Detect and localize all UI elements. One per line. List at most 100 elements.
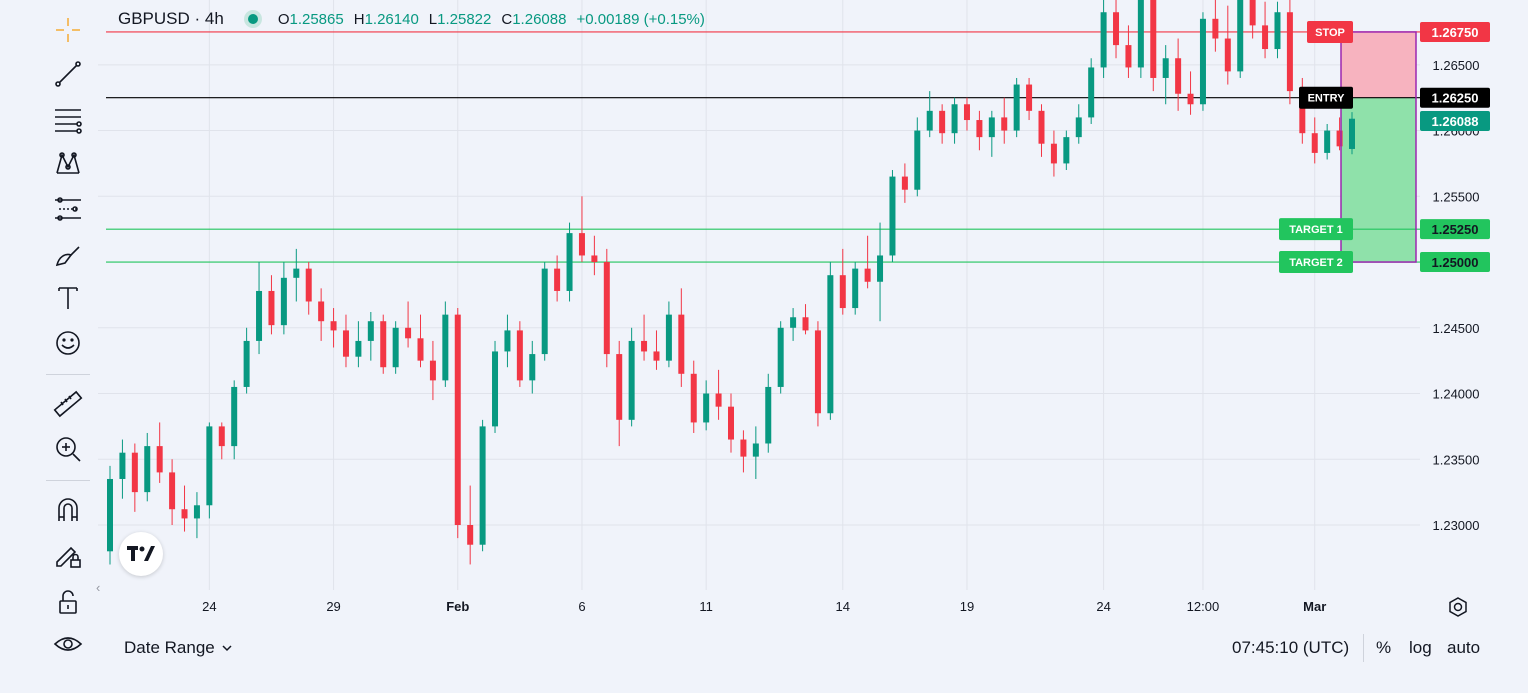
candle-body [429,360,436,381]
target-price-tag-bg [1420,219,1490,240]
price-tick-label: 1.24000 [1433,387,1480,402]
candle-body [492,351,499,427]
candle-body [703,393,710,423]
entry-price-tag-bg [1420,87,1490,108]
candle-body [665,314,672,361]
log-scale-toggle[interactable]: log [1409,638,1432,657]
toolbar-divider [46,480,90,481]
candle-body [380,321,387,368]
candle-body [1100,12,1107,68]
candle-body [243,340,250,387]
candle-body [628,340,635,420]
candle-body [516,330,523,381]
trend-line-icon[interactable] [46,54,90,94]
candle-body [641,340,648,352]
magnet-icon[interactable] [46,490,90,530]
date-range-button[interactable]: Date Range [124,638,233,658]
candle-body [566,233,573,291]
candle-body [901,176,908,190]
price-tick-label: 1.25500 [1433,189,1480,204]
clock-display[interactable]: 07:45:10 (UTC) [1232,638,1350,657]
candle-body [107,478,113,552]
candle-body [939,110,946,134]
emoji-icon[interactable] [46,323,90,363]
price-tick-label: 1.23500 [1433,452,1480,467]
unlock-icon[interactable] [46,582,90,622]
target-label: TARGET 2 [1289,257,1343,269]
crosshair-icon[interactable] [46,10,90,50]
candle-body [1212,18,1219,39]
candle-body [591,255,598,263]
high-label: H [353,10,365,28]
lock-drawing-icon[interactable] [46,535,90,575]
high-value: 1.26140 [364,10,419,28]
candle-body [1175,58,1182,94]
price-tick-label: 1.24500 [1433,321,1480,336]
candle-body [1063,137,1070,164]
time-axis[interactable]: 24 29 Feb 6 11 14 19 24 12:00 Mar [202,599,1326,614]
candle-body [1299,91,1306,134]
open-value: 1.25865 [289,10,344,28]
candle-body [728,406,734,440]
candle-body [790,317,797,328]
entry-label-bg [1299,86,1353,109]
time-tick-label: 11 [699,599,713,614]
ruler-icon[interactable] [46,384,90,424]
percent-scale-toggle[interactable]: % [1376,638,1392,657]
candle-body [330,321,337,331]
candle-body [578,233,585,256]
low-label: L [428,10,438,28]
candle-body [1199,18,1206,105]
candle-body [293,268,300,278]
forecast-icon[interactable] [46,188,90,228]
candle-body [1349,118,1355,149]
candle-body [529,354,536,381]
time-tick-label: Mar [1303,599,1326,614]
time-tick-label: 29 [326,599,340,614]
candle-body [690,373,697,423]
symbol-title[interactable]: GBPUSD · 4h [118,9,224,28]
candle-body [504,330,511,352]
divider [1363,634,1364,662]
close-label: C [501,10,513,28]
text-icon[interactable] [46,278,90,318]
candle-body [1050,143,1057,164]
candle-body [1324,130,1331,153]
candle-body [1125,45,1132,68]
target-price-tag-bg [1420,252,1490,273]
stop-price-tag: 1.26750 [1432,25,1479,40]
candle-body [1336,130,1343,147]
candles [107,0,1355,565]
date-range-label: Date Range [124,638,215,657]
auto-scale-toggle[interactable]: auto [1447,638,1481,657]
price-axis[interactable]: 1.265001.260001.255001.245001.240001.235… [1433,58,1480,533]
candle-body [616,354,623,420]
candle-body [765,386,772,444]
level-tags: 1.26750 STOP 1.26250 ENTRY 1.25250 TARGET 1 1.… [1279,20,1490,274]
symbol-legend[interactable]: GBPUSD · 4h O 1.25865 H 1.26140 L 1.2582… [118,9,715,29]
entry-price-tag: 1.26250 [1432,91,1479,106]
candle-body [802,317,809,331]
zoom-in-icon[interactable] [46,429,90,469]
candle-body [554,268,561,291]
settings-icon[interactable] [1447,596,1469,618]
candle-body [814,330,821,414]
plot-area[interactable] [98,0,1420,590]
collapse-icon[interactable]: ‹ [96,580,101,595]
candle-body [541,268,548,355]
candle-body [877,255,884,282]
brush-icon[interactable] [46,234,90,274]
candle-body [119,452,126,479]
position-box[interactable] [1340,31,1417,263]
eye-icon[interactable] [46,624,90,664]
pattern-icon[interactable] [46,143,90,183]
candle-body [864,268,871,282]
candle-body [839,275,846,309]
candle-body [1038,110,1045,144]
entry-label: ENTRY [1308,93,1346,105]
target-label-bg [1279,218,1353,241]
candle-body [169,472,176,510]
tradingview-logo[interactable] [119,532,163,576]
fib-retracement-icon[interactable] [46,99,90,139]
